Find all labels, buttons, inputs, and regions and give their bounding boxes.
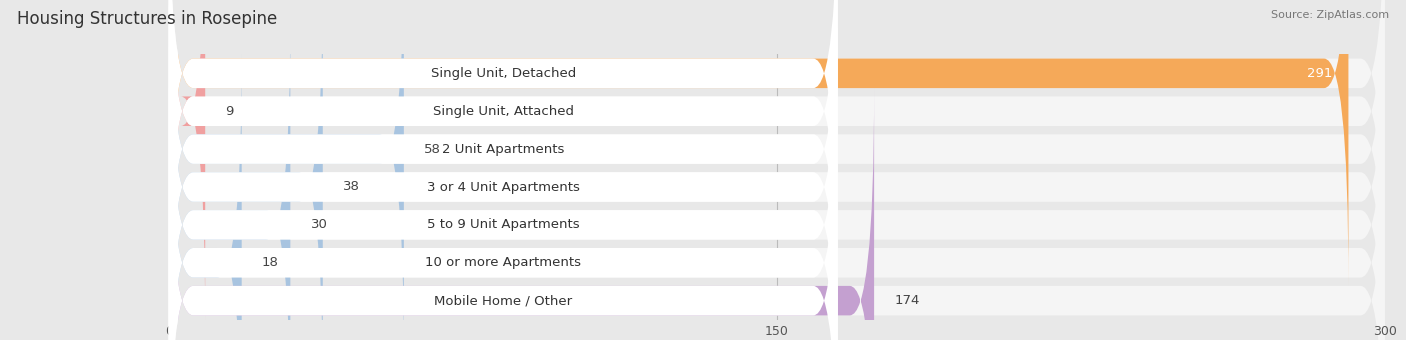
- FancyBboxPatch shape: [169, 12, 1385, 340]
- FancyBboxPatch shape: [169, 0, 1385, 340]
- Text: Single Unit, Attached: Single Unit, Attached: [433, 105, 574, 118]
- FancyBboxPatch shape: [169, 0, 838, 340]
- FancyBboxPatch shape: [169, 0, 205, 324]
- FancyBboxPatch shape: [169, 50, 1385, 340]
- Text: Source: ZipAtlas.com: Source: ZipAtlas.com: [1271, 10, 1389, 20]
- FancyBboxPatch shape: [169, 88, 875, 340]
- Text: Single Unit, Detached: Single Unit, Detached: [430, 67, 576, 80]
- FancyBboxPatch shape: [169, 50, 242, 340]
- Text: Mobile Home / Other: Mobile Home / Other: [434, 294, 572, 307]
- Text: 2 Unit Apartments: 2 Unit Apartments: [441, 142, 564, 156]
- FancyBboxPatch shape: [169, 0, 323, 340]
- FancyBboxPatch shape: [169, 0, 838, 340]
- Text: 18: 18: [262, 256, 278, 269]
- Text: 10 or more Apartments: 10 or more Apartments: [425, 256, 581, 269]
- FancyBboxPatch shape: [169, 0, 404, 340]
- FancyBboxPatch shape: [169, 12, 838, 340]
- FancyBboxPatch shape: [169, 88, 1385, 340]
- Text: 3 or 4 Unit Apartments: 3 or 4 Unit Apartments: [427, 181, 579, 193]
- Text: 58: 58: [425, 142, 441, 156]
- FancyBboxPatch shape: [169, 0, 1385, 340]
- FancyBboxPatch shape: [169, 0, 838, 324]
- Text: 291: 291: [1306, 67, 1333, 80]
- Text: 174: 174: [894, 294, 920, 307]
- FancyBboxPatch shape: [169, 50, 838, 340]
- Text: 5 to 9 Unit Apartments: 5 to 9 Unit Apartments: [427, 218, 579, 232]
- FancyBboxPatch shape: [169, 12, 291, 340]
- FancyBboxPatch shape: [169, 0, 838, 286]
- FancyBboxPatch shape: [169, 0, 1385, 286]
- Text: 30: 30: [311, 218, 328, 232]
- Text: 9: 9: [225, 105, 233, 118]
- FancyBboxPatch shape: [169, 88, 838, 340]
- Text: Housing Structures in Rosepine: Housing Structures in Rosepine: [17, 10, 277, 28]
- FancyBboxPatch shape: [169, 0, 1385, 324]
- Text: 38: 38: [343, 181, 360, 193]
- FancyBboxPatch shape: [169, 0, 1348, 286]
